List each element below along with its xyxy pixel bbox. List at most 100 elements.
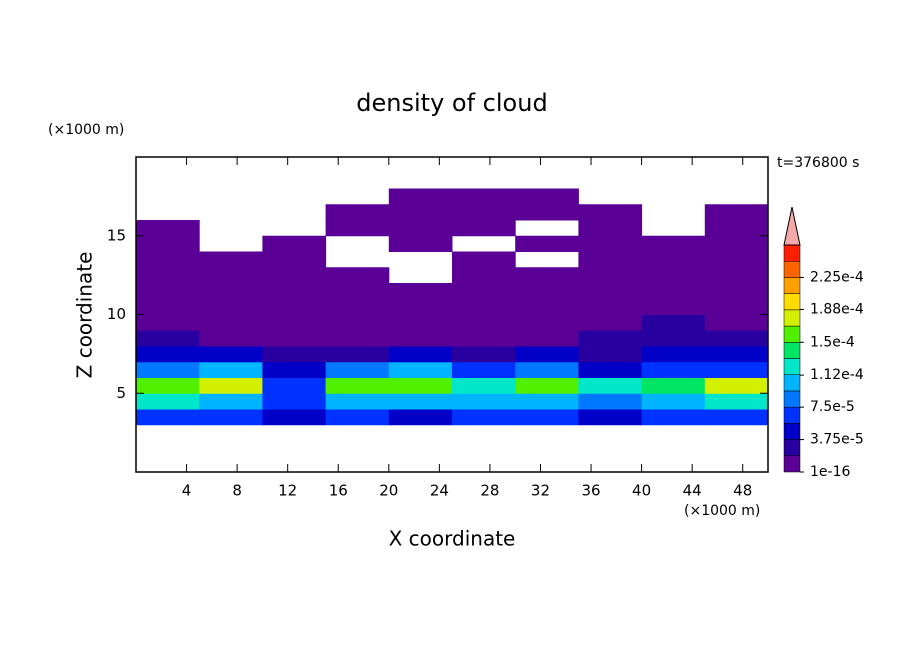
density-cell bbox=[199, 346, 263, 363]
density-cell bbox=[515, 377, 579, 394]
x-unit: (×1000 m) bbox=[684, 503, 760, 519]
x-tick-label: 48 bbox=[733, 482, 752, 500]
density-cell bbox=[578, 220, 643, 237]
density-cell bbox=[388, 298, 453, 315]
colorbar-band bbox=[783, 309, 801, 327]
density-cell bbox=[704, 361, 769, 378]
density-cell bbox=[199, 393, 263, 410]
density-cell bbox=[515, 267, 579, 284]
density-cell bbox=[136, 235, 200, 252]
density-cell bbox=[452, 409, 516, 426]
colorbar-band bbox=[783, 293, 801, 311]
colorbar-band bbox=[783, 374, 801, 392]
density-cell bbox=[704, 393, 769, 410]
density-cell bbox=[515, 298, 579, 315]
density-cell bbox=[578, 314, 643, 331]
density-cell bbox=[136, 377, 200, 394]
y-axis-title: Z coordinate bbox=[73, 252, 97, 379]
x-tick-label: 24 bbox=[430, 482, 449, 500]
density-cell bbox=[136, 251, 200, 268]
density-cell bbox=[325, 361, 390, 378]
colorbar-band bbox=[783, 455, 801, 473]
density-cell bbox=[578, 346, 643, 363]
density-cell bbox=[578, 377, 643, 394]
density-cell bbox=[262, 409, 327, 426]
density-cell bbox=[452, 393, 516, 410]
density-cell bbox=[641, 298, 706, 315]
density-cell bbox=[325, 330, 390, 347]
time-label: t=376800 s bbox=[777, 155, 859, 171]
x-tick-label: 32 bbox=[531, 482, 550, 500]
density-cell bbox=[388, 204, 453, 221]
density-cell bbox=[641, 283, 706, 300]
density-cell bbox=[452, 377, 516, 394]
colorbar-extension bbox=[783, 206, 801, 246]
density-cell bbox=[704, 314, 769, 331]
density-cell bbox=[641, 267, 706, 284]
x-tick-label: 44 bbox=[683, 482, 702, 500]
density-cell bbox=[199, 377, 263, 394]
x-tick-label: 20 bbox=[379, 482, 398, 500]
colorbar-band bbox=[783, 244, 801, 262]
density-cell bbox=[199, 251, 263, 268]
density-cell bbox=[515, 283, 579, 300]
density-cell bbox=[388, 393, 453, 410]
density-cell bbox=[704, 298, 769, 315]
x-tick-label: 16 bbox=[329, 482, 348, 500]
density-cell bbox=[262, 298, 327, 315]
density-cell bbox=[641, 409, 706, 426]
density-cell bbox=[325, 298, 390, 315]
density-cell bbox=[136, 267, 200, 284]
density-cell bbox=[515, 330, 579, 347]
colorbar-band bbox=[783, 439, 801, 457]
density-cell bbox=[388, 377, 453, 394]
density-cell bbox=[641, 377, 706, 394]
density-cell bbox=[641, 361, 706, 378]
density-cell bbox=[578, 409, 643, 426]
density-cell bbox=[262, 393, 327, 410]
density-cell bbox=[452, 346, 516, 363]
density-cell bbox=[452, 330, 516, 347]
density-cell bbox=[136, 361, 200, 378]
density-cell bbox=[515, 409, 579, 426]
density-cell bbox=[262, 314, 327, 331]
density-cell bbox=[325, 267, 390, 284]
x-tick-label: 12 bbox=[278, 482, 297, 500]
x-tick-label: 28 bbox=[480, 482, 499, 500]
colorbar-tick-label: 2.25e-4 bbox=[810, 269, 864, 285]
density-cell bbox=[262, 251, 327, 268]
density-cell bbox=[578, 361, 643, 378]
x-tick-label: 36 bbox=[581, 482, 600, 500]
colorbar-band bbox=[783, 423, 801, 440]
density-cell bbox=[704, 283, 769, 300]
density-cell bbox=[262, 346, 327, 363]
chart-title: density of cloud bbox=[356, 89, 547, 117]
colorbar-tick-label: 1e-16 bbox=[810, 464, 850, 480]
colorbar-tick-label: 1.88e-4 bbox=[810, 301, 864, 317]
density-cell bbox=[388, 314, 453, 331]
density-cell bbox=[325, 393, 390, 410]
density-cell bbox=[262, 377, 327, 394]
y-unit: (×1000 m) bbox=[48, 122, 124, 138]
x-axis-title: X coordinate bbox=[389, 527, 516, 551]
colorbar-tick-label: 7.5e-5 bbox=[810, 399, 855, 415]
density-cell bbox=[704, 377, 769, 394]
density-cell bbox=[136, 314, 200, 331]
density-cell bbox=[452, 298, 516, 315]
density-cell bbox=[704, 409, 769, 426]
density-cell bbox=[199, 283, 263, 300]
density-cell bbox=[199, 361, 263, 378]
density-cell bbox=[578, 393, 643, 410]
density-cell bbox=[515, 188, 579, 205]
density-cell bbox=[325, 204, 390, 221]
density-cell bbox=[388, 330, 453, 347]
density-cell bbox=[199, 298, 263, 315]
density-cell bbox=[388, 220, 453, 237]
density-cell bbox=[136, 393, 200, 410]
density-cell bbox=[452, 204, 516, 221]
density-cell bbox=[704, 251, 769, 268]
colorbar-band bbox=[783, 390, 801, 408]
density-cell bbox=[262, 361, 327, 378]
